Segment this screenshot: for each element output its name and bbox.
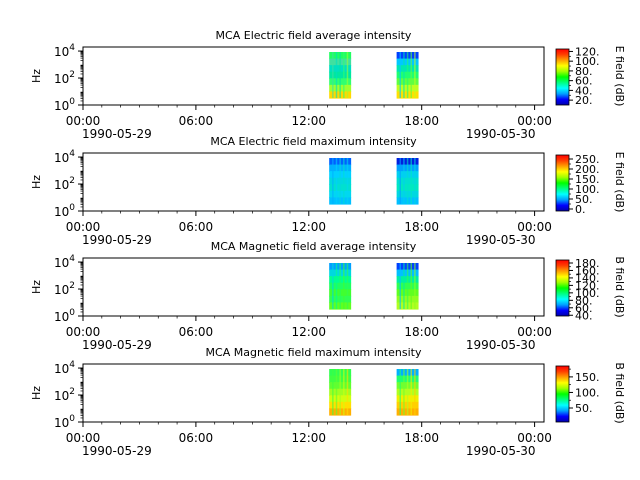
colorbar-label: E field (dB) (613, 152, 626, 213)
colorbar-tick-label: 250. (575, 153, 600, 166)
y-tick-label: 102 (54, 387, 75, 403)
x-tick-label: 00:00 (66, 114, 101, 128)
x-date-label: 1990-05-30 (466, 338, 536, 352)
panel-4: MCA Magnetic field maximum intensity 100 1… (30, 346, 626, 458)
y-tick-label: 100 (54, 97, 75, 113)
data-block (396, 52, 419, 99)
x-tick-label: 00:00 (66, 325, 101, 339)
y-tick-label: 104 (54, 149, 75, 165)
colorbar-tick-label: 100. (575, 287, 600, 300)
panel-1: MCA Electric field average intensity 100 1… (30, 29, 626, 141)
y-axis-label: Hz (30, 386, 43, 400)
x-tick-label: 12:00 (291, 325, 326, 339)
colorbar (555, 259, 570, 317)
data-block (396, 369, 419, 416)
data-block (396, 263, 419, 310)
colorbar-tick-label: 140. (575, 272, 600, 285)
y-axis-label: Hz (30, 280, 43, 294)
x-date-label: 1990-05-29 (82, 127, 152, 141)
plot-area (82, 257, 545, 317)
colorbar-tick-label: 200. (575, 163, 600, 176)
panel-title: MCA Electric field average intensity (216, 29, 412, 42)
y-tick-label: 100 (54, 414, 75, 430)
colorbar-tick-label: 60. (575, 302, 593, 315)
x-tick-label: 12:00 (291, 220, 326, 234)
colorbar-tick-label: 100. (575, 183, 600, 196)
y-tick-label: 102 (54, 281, 75, 297)
colorbar-tick-label: 20. (575, 94, 593, 107)
plot-area (82, 363, 545, 423)
colorbar-tick-label: 50. (575, 193, 593, 206)
plot-area (82, 46, 545, 106)
colorbar-tick-label: 80. (575, 294, 593, 307)
x-tick-label: 18:00 (404, 431, 439, 445)
x-tick-label: 18:00 (404, 220, 439, 234)
x-tick-label: 00:00 (66, 220, 101, 234)
panel-3: MCA Magnetic field average intensity 100 1… (30, 240, 626, 352)
x-tick-label: 18:00 (404, 114, 439, 128)
panel-2: MCA Electric field maximum intensity 100 1… (30, 135, 626, 247)
colorbar-tick-label: 180. (575, 257, 600, 270)
colorbar-tick-label: 100. (575, 55, 600, 68)
x-tick-label: 00:00 (517, 325, 552, 339)
x-tick-label: 12:00 (291, 431, 326, 445)
x-tick-label: 00:00 (66, 431, 101, 445)
data-block (396, 158, 419, 205)
y-axis-label: Hz (30, 175, 43, 189)
colorbar-label: E field (dB) (613, 46, 626, 107)
data-block (329, 369, 352, 416)
colorbar-tick-label: 0. (575, 203, 586, 216)
x-tick-label: 00:00 (517, 431, 552, 445)
panel-title: MCA Electric field maximum intensity (210, 135, 417, 148)
x-tick-label: 00:00 (517, 114, 552, 128)
colorbar-tick-label: 150. (575, 173, 600, 186)
colorbar (555, 365, 570, 423)
y-axis-label: Hz (30, 69, 43, 83)
data-block (329, 52, 352, 99)
x-tick-label: 00:00 (517, 220, 552, 234)
y-tick-label: 102 (54, 176, 75, 192)
panel-title: MCA Magnetic field maximum intensity (206, 346, 422, 359)
data-block (329, 263, 352, 310)
plot-area (82, 152, 545, 212)
y-tick-label: 104 (54, 43, 75, 59)
colorbar-tick-label: 60. (575, 75, 593, 88)
x-date-label: 1990-05-30 (466, 127, 536, 141)
colorbar-tick-label: 160. (575, 264, 600, 277)
colorbar-label: B field (dB) (613, 256, 626, 317)
colorbar (555, 48, 570, 106)
x-date-label: 1990-05-29 (82, 233, 152, 247)
x-tick-label: 12:00 (291, 114, 326, 128)
colorbar-tick-label: 150. (575, 371, 600, 384)
x-tick-label: 18:00 (404, 325, 439, 339)
colorbar-tick-label: 50. (575, 402, 593, 415)
x-tick-label: 06:00 (179, 220, 214, 234)
colorbar-tick-label: 40. (575, 309, 593, 322)
colorbar-label: B field (dB) (613, 362, 626, 423)
x-date-label: 1990-05-30 (466, 233, 536, 247)
y-tick-label: 104 (54, 254, 75, 270)
x-date-label: 1990-05-29 (82, 338, 152, 352)
x-date-label: 1990-05-30 (466, 444, 536, 458)
x-date-label: 1990-05-29 (82, 444, 152, 458)
x-tick-label: 06:00 (179, 325, 214, 339)
colorbar-tick-label: 120. (575, 45, 600, 58)
y-tick-label: 100 (54, 203, 75, 219)
y-tick-label: 102 (54, 70, 75, 86)
y-tick-label: 104 (54, 360, 75, 376)
x-tick-label: 06:00 (179, 431, 214, 445)
colorbar (555, 154, 570, 212)
colorbar-tick-label: 100. (575, 386, 600, 399)
colorbar-tick-label: 120. (575, 279, 600, 292)
x-tick-label: 06:00 (179, 114, 214, 128)
y-tick-label: 100 (54, 308, 75, 324)
colorbar-tick-label: 40. (575, 84, 593, 97)
colorbar-tick-label: 80. (575, 65, 593, 78)
data-block (329, 158, 352, 205)
panel-title: MCA Magnetic field average intensity (211, 240, 417, 253)
